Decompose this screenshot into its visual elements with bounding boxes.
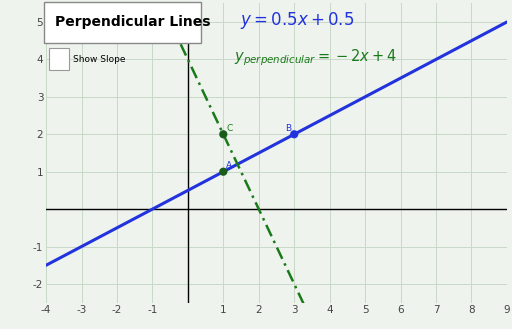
Text: $y_{perpendicular} = -2x + 4$: $y_{perpendicular} = -2x + 4$ xyxy=(234,48,397,68)
Text: C: C xyxy=(226,123,232,133)
Point xyxy=(219,132,227,137)
Point xyxy=(219,169,227,174)
Text: Perpendicular Lines: Perpendicular Lines xyxy=(55,15,211,29)
Point xyxy=(290,132,298,137)
Text: B: B xyxy=(285,123,291,133)
Text: A: A xyxy=(226,161,232,170)
Text: $y = 0.5x + 0.5$: $y = 0.5x + 0.5$ xyxy=(240,10,354,31)
Text: Show Slope: Show Slope xyxy=(73,55,126,64)
